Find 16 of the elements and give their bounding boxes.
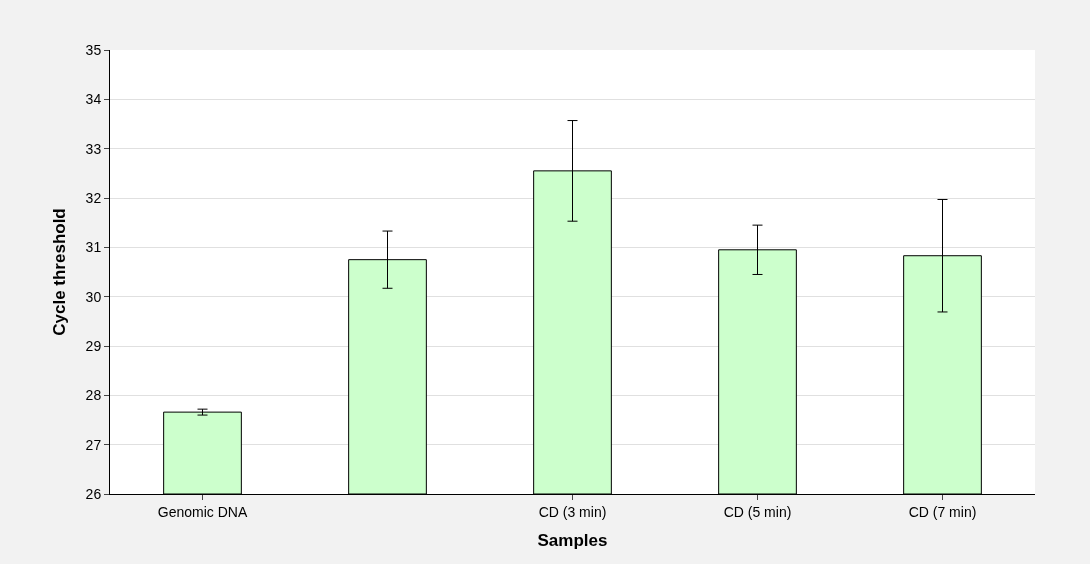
y-tick-label: 28 — [85, 387, 102, 404]
y-tick-label: 34 — [85, 91, 102, 108]
y-tick-label: 30 — [85, 288, 102, 305]
x-tick-label: Genomic DNA — [157, 503, 248, 520]
y-tick-label: 35 — [85, 41, 102, 58]
y-axis-title: Cycle threshold — [50, 208, 70, 336]
y-tick-label: 32 — [85, 189, 102, 206]
y-tick-label: 29 — [85, 337, 102, 354]
y-tick-label: 31 — [85, 239, 102, 256]
x-tick-label: CD (7 min) — [908, 503, 977, 520]
x-tick-label: CD (5 min) — [723, 503, 792, 520]
x-tick-label: CD (3 min) — [538, 503, 607, 520]
y-tick-label: 33 — [85, 140, 102, 157]
y-tick-label: 27 — [85, 436, 102, 453]
x-axis-title: Samples — [537, 531, 608, 551]
y-tick-label: 26 — [85, 485, 102, 502]
